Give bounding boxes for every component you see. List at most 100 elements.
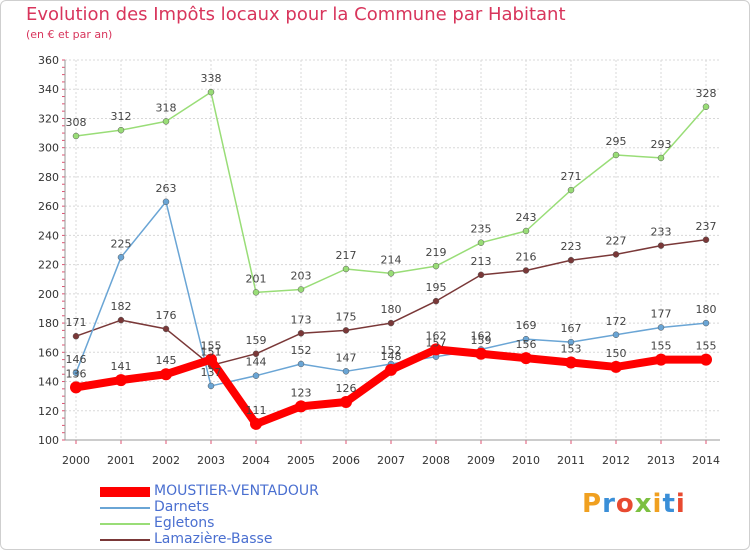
point-egletons-2011 <box>567 186 575 194</box>
data-label-lamazi-re-basse-2004: 159 <box>246 334 267 347</box>
point-lamazi-re-basse-2009 <box>477 271 485 279</box>
chart-title: Evolution des Impôts locaux pour la Comm… <box>26 4 566 25</box>
data-label-moustier-ventadour-2001: 141 <box>111 360 132 373</box>
point-egletons-2002 <box>162 118 170 125</box>
point-lamazi-re-basse-2010 <box>522 267 530 274</box>
point-lamazi-re-basse-2011 <box>567 256 575 264</box>
data-label-lamazi-re-basse-2010: 216 <box>516 250 537 263</box>
legend-swatch-darnets <box>100 507 150 509</box>
x-tick-label-2007: 2007 <box>377 454 405 467</box>
data-label-lamazi-re-basse-2003: 151 <box>201 345 222 358</box>
x-tick-label-2014: 2014 <box>692 454 720 467</box>
data-label-darnets-2010: 169 <box>516 319 537 332</box>
data-label-darnets-2002: 263 <box>156 182 177 195</box>
series-group <box>70 88 712 430</box>
logo-letter: i <box>652 489 663 519</box>
point-moustier-ventadour-2006 <box>340 396 352 408</box>
point-egletons-2006 <box>342 265 350 273</box>
data-label-moustier-ventadour-2014: 155 <box>696 340 717 353</box>
data-label-darnets-2009: 162 <box>471 329 492 342</box>
data-label-darnets-2004: 144 <box>246 356 267 369</box>
logo-letter: o <box>615 489 635 519</box>
point-egletons-2007 <box>387 270 395 277</box>
data-label-moustier-ventadour-2007: 148 <box>381 350 402 363</box>
point-lamazi-re-basse-2001 <box>117 316 125 324</box>
point-darnets-2000 <box>72 369 80 377</box>
y-tick-label-240: 240 <box>38 229 59 242</box>
data-label-egletons-2009: 235 <box>471 223 492 236</box>
point-lamazi-re-basse-2007 <box>387 319 395 327</box>
point-moustier-ventadour-2011 <box>565 356 577 369</box>
data-label-moustier-ventadour-2012: 150 <box>606 347 627 360</box>
chart-subtitle: (en € et par an) <box>26 28 113 41</box>
logo-letter: i <box>675 489 686 519</box>
x-tick-label-2009: 2009 <box>467 454 495 467</box>
point-moustier-ventadour-2005 <box>295 400 307 413</box>
data-label-darnets-2011: 167 <box>561 322 582 335</box>
point-moustier-ventadour-2012 <box>610 360 622 373</box>
point-egletons-2005 <box>297 286 305 293</box>
point-moustier-ventadour-2009 <box>475 347 487 360</box>
point-egletons-2000 <box>72 132 80 140</box>
point-egletons-2012 <box>612 151 620 159</box>
data-labels: 308 312 318 338 201 203 217 214 219 235 243 271 295 2… <box>66 72 717 417</box>
x-tick-label-2011: 2011 <box>557 454 585 467</box>
x-tick-label-2001: 2001 <box>107 454 135 467</box>
x-tick-label-2000: 2000 <box>62 454 90 467</box>
point-moustier-ventadour-2001 <box>115 374 127 387</box>
data-label-darnets-2014: 180 <box>696 303 717 316</box>
y-tick-label-220: 220 <box>38 259 59 272</box>
data-label-lamazi-re-basse-2009: 213 <box>471 255 492 268</box>
data-label-moustier-ventadour-2002: 145 <box>156 354 177 367</box>
y-tick-label-180: 180 <box>38 317 59 330</box>
data-label-egletons-2006: 217 <box>336 249 357 262</box>
point-darnets-2003 <box>207 382 215 390</box>
x-tick-label-2008: 2008 <box>422 454 450 467</box>
x-tick-label-2013: 2013 <box>647 454 675 467</box>
y-tick-label-300: 300 <box>38 142 59 155</box>
point-egletons-2014 <box>702 103 710 111</box>
data-label-darnets-2001: 225 <box>111 237 132 250</box>
data-label-egletons-2000: 308 <box>66 116 87 129</box>
point-darnets-2013 <box>657 324 665 331</box>
point-egletons-2003 <box>207 88 215 96</box>
y-tick-label-100: 100 <box>38 434 59 447</box>
data-label-darnets-2005: 152 <box>291 344 312 357</box>
y-tick-label-340: 340 <box>38 83 59 96</box>
point-moustier-ventadour-2013 <box>655 353 667 366</box>
y-tick-label-280: 280 <box>38 171 59 184</box>
point-egletons-2010 <box>522 227 530 235</box>
y-tick-label-320: 320 <box>38 112 59 125</box>
data-label-egletons-2014: 328 <box>696 87 717 100</box>
point-lamazi-re-basse-2012 <box>612 251 620 258</box>
point-moustier-ventadour-2003 <box>205 353 217 366</box>
point-lamazi-re-basse-2013 <box>657 242 665 249</box>
data-label-lamazi-re-basse-2000: 171 <box>66 316 87 329</box>
data-label-egletons-2008: 219 <box>426 246 447 259</box>
y-tick-label-140: 140 <box>38 376 59 389</box>
x-tick-label-2012: 2012 <box>602 454 630 467</box>
data-label-egletons-2003: 338 <box>201 72 222 85</box>
point-lamazi-re-basse-2006 <box>342 327 350 334</box>
point-moustier-ventadour-2004 <box>250 417 262 430</box>
data-label-darnets-2006: 147 <box>336 351 357 364</box>
data-label-moustier-ventadour-2010: 156 <box>516 338 537 351</box>
data-label-moustier-ventadour-2005: 123 <box>291 386 312 399</box>
data-label-egletons-2002: 318 <box>156 101 177 114</box>
data-label-lamazi-re-basse-2014: 237 <box>696 220 717 233</box>
point-darnets-2011 <box>567 338 575 346</box>
y-tick-label-120: 120 <box>38 405 59 418</box>
data-label-lamazi-re-basse-2002: 176 <box>156 309 177 322</box>
data-label-lamazi-re-basse-2008: 195 <box>426 281 447 294</box>
point-moustier-ventadour-2000 <box>70 381 82 394</box>
data-label-egletons-2005: 203 <box>291 269 312 282</box>
grid <box>65 59 720 441</box>
y-tick-label-200: 200 <box>38 288 59 301</box>
point-darnets-2014 <box>702 319 710 327</box>
data-label-egletons-2011: 271 <box>561 170 582 183</box>
data-label-darnets-2007: 152 <box>381 344 402 357</box>
point-moustier-ventadour-2014 <box>700 353 712 366</box>
axes: 100 120 140 160 180 200 220 240 260 280 300 320 340 3… <box>38 54 720 467</box>
y-tick-label-260: 260 <box>38 200 59 213</box>
point-egletons-2009 <box>477 239 485 246</box>
